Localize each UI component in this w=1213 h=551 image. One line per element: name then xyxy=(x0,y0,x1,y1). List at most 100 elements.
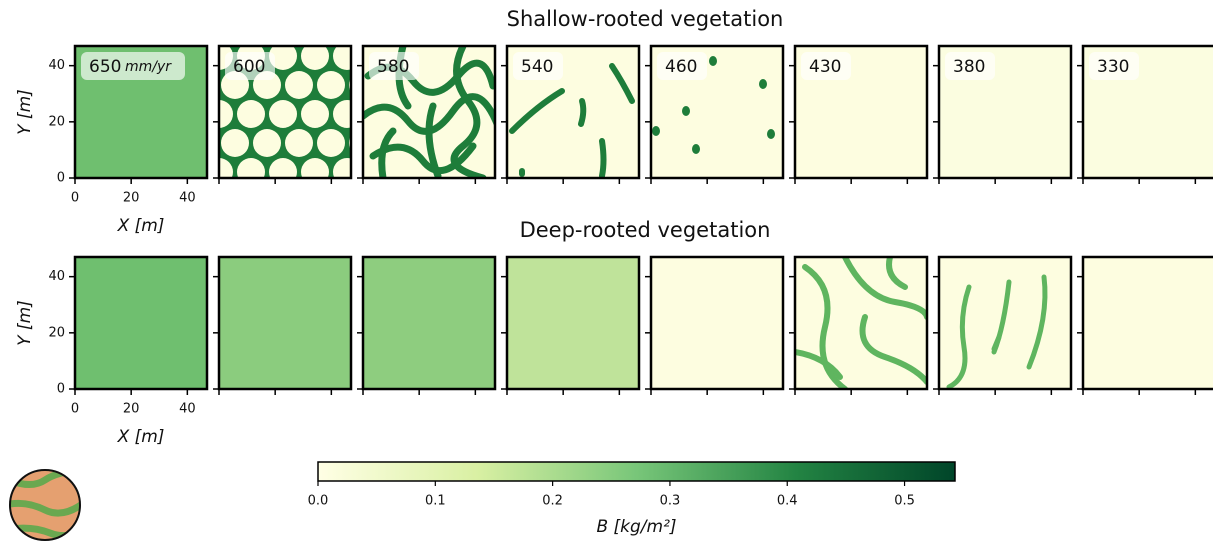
panel-label-box: 380 xyxy=(945,52,995,80)
panel-image xyxy=(646,256,801,394)
y-tick-label: 40 xyxy=(48,269,65,284)
pattern-stripe xyxy=(602,141,604,176)
pattern-spot xyxy=(652,126,660,136)
pattern-gap xyxy=(731,280,751,298)
pattern-gap xyxy=(646,256,666,274)
pattern-gap xyxy=(721,256,741,274)
pattern-gap xyxy=(771,256,791,274)
panel-label: 330 xyxy=(1097,57,1129,77)
panel-image xyxy=(219,257,351,389)
panel-background xyxy=(651,257,783,389)
pattern-gap xyxy=(756,328,776,346)
panel-label: 540 xyxy=(521,57,553,77)
colorbar-tick-label: 0.0 xyxy=(308,494,329,509)
pattern-gap xyxy=(285,71,313,99)
panel xyxy=(213,257,351,395)
pattern-spot xyxy=(767,129,775,139)
pattern-gap xyxy=(771,352,791,370)
pattern-gap xyxy=(237,158,265,186)
pattern-gap xyxy=(333,158,361,186)
colorbar xyxy=(318,462,955,481)
figure: Shallow-rooted vegetation 0 20 40 0 20 40 650mm… xyxy=(0,0,1213,547)
panel xyxy=(357,257,495,395)
panel-background xyxy=(219,257,351,389)
panel xyxy=(789,257,927,395)
colorbar-tick-label: 0.4 xyxy=(777,494,798,509)
pattern-gap xyxy=(681,376,701,394)
pattern-gap xyxy=(301,100,329,128)
pattern-gap xyxy=(269,158,297,186)
panel-label: 460 xyxy=(665,57,697,77)
x-tick-label: 0 xyxy=(71,191,79,206)
pattern-gap xyxy=(696,256,716,274)
pattern-gap xyxy=(746,352,766,370)
pattern-gap xyxy=(706,280,726,298)
panel-label-box: 580 xyxy=(369,52,419,80)
pattern-gap xyxy=(756,376,776,394)
pattern-gap xyxy=(746,304,766,322)
x-axis-label: X [m] xyxy=(117,427,165,447)
panel-background xyxy=(1083,257,1213,389)
pattern-gap xyxy=(221,129,249,157)
y-tick-label: 20 xyxy=(48,114,65,129)
panel-background xyxy=(75,257,207,389)
x-axis-label: X [m] xyxy=(117,216,165,236)
x-tick-label: 0 xyxy=(71,402,79,417)
pattern-spot xyxy=(759,79,767,89)
colorbar-tick-label: 0.3 xyxy=(660,494,681,509)
panel: 380 xyxy=(933,46,1071,184)
pattern-spot xyxy=(709,56,717,66)
panel-label-box: 650mm/yr xyxy=(81,52,185,80)
colorbar-tick-label: 0.1 xyxy=(425,494,446,509)
pattern-gap xyxy=(671,256,691,274)
panel xyxy=(1077,257,1213,395)
panel: 430 xyxy=(789,46,927,184)
panel-label-box: 540 xyxy=(513,52,563,80)
panel-image xyxy=(1083,257,1213,389)
pattern-spot xyxy=(692,144,700,154)
pattern-gap xyxy=(731,328,751,346)
panel-image xyxy=(363,257,495,389)
panel xyxy=(933,257,1071,395)
pattern-stripe xyxy=(581,101,583,124)
panel xyxy=(645,256,801,395)
panel-image xyxy=(795,257,927,389)
pattern-gap xyxy=(756,280,776,298)
pattern-gap xyxy=(771,304,791,322)
panel-image xyxy=(507,257,639,389)
pattern-gap xyxy=(696,304,716,322)
panel: 540 xyxy=(501,46,639,184)
pattern-spot xyxy=(682,106,690,116)
pattern-gap xyxy=(706,376,726,394)
panel: 460 xyxy=(645,46,783,184)
x-tick-label: 40 xyxy=(179,402,196,417)
panel-label-box: 430 xyxy=(801,52,851,80)
pattern-gap xyxy=(696,352,716,370)
pattern-gap xyxy=(656,280,676,298)
panel: 600 xyxy=(205,42,377,186)
pattern-gap xyxy=(656,376,676,394)
panel-background xyxy=(507,257,639,389)
pattern-gap xyxy=(269,100,297,128)
panel: 580 xyxy=(357,46,498,184)
panel-image xyxy=(939,257,1071,389)
panel-label: 600 xyxy=(233,57,265,77)
pattern-gap xyxy=(721,352,741,370)
y-tick-label: 0 xyxy=(57,171,65,186)
pattern-gap xyxy=(285,129,313,157)
pattern-gap xyxy=(253,129,281,157)
panel xyxy=(501,257,639,395)
y-axis-label: Y [m] xyxy=(15,300,35,346)
pattern-gap xyxy=(317,129,345,157)
pattern-gap xyxy=(237,100,265,128)
colorbar-tick-label: 0.2 xyxy=(542,494,563,509)
colorbar-tick-label: 0.5 xyxy=(894,494,915,509)
panel-label-box: 330 xyxy=(1089,52,1139,80)
panel-label: 580 xyxy=(377,57,409,77)
x-tick-label: 20 xyxy=(123,402,140,417)
unit-label: mm/yr xyxy=(125,59,172,75)
x-tick-label: 40 xyxy=(179,191,196,206)
pattern-gap xyxy=(301,158,329,186)
row-title: Shallow-rooted vegetation xyxy=(507,7,784,31)
